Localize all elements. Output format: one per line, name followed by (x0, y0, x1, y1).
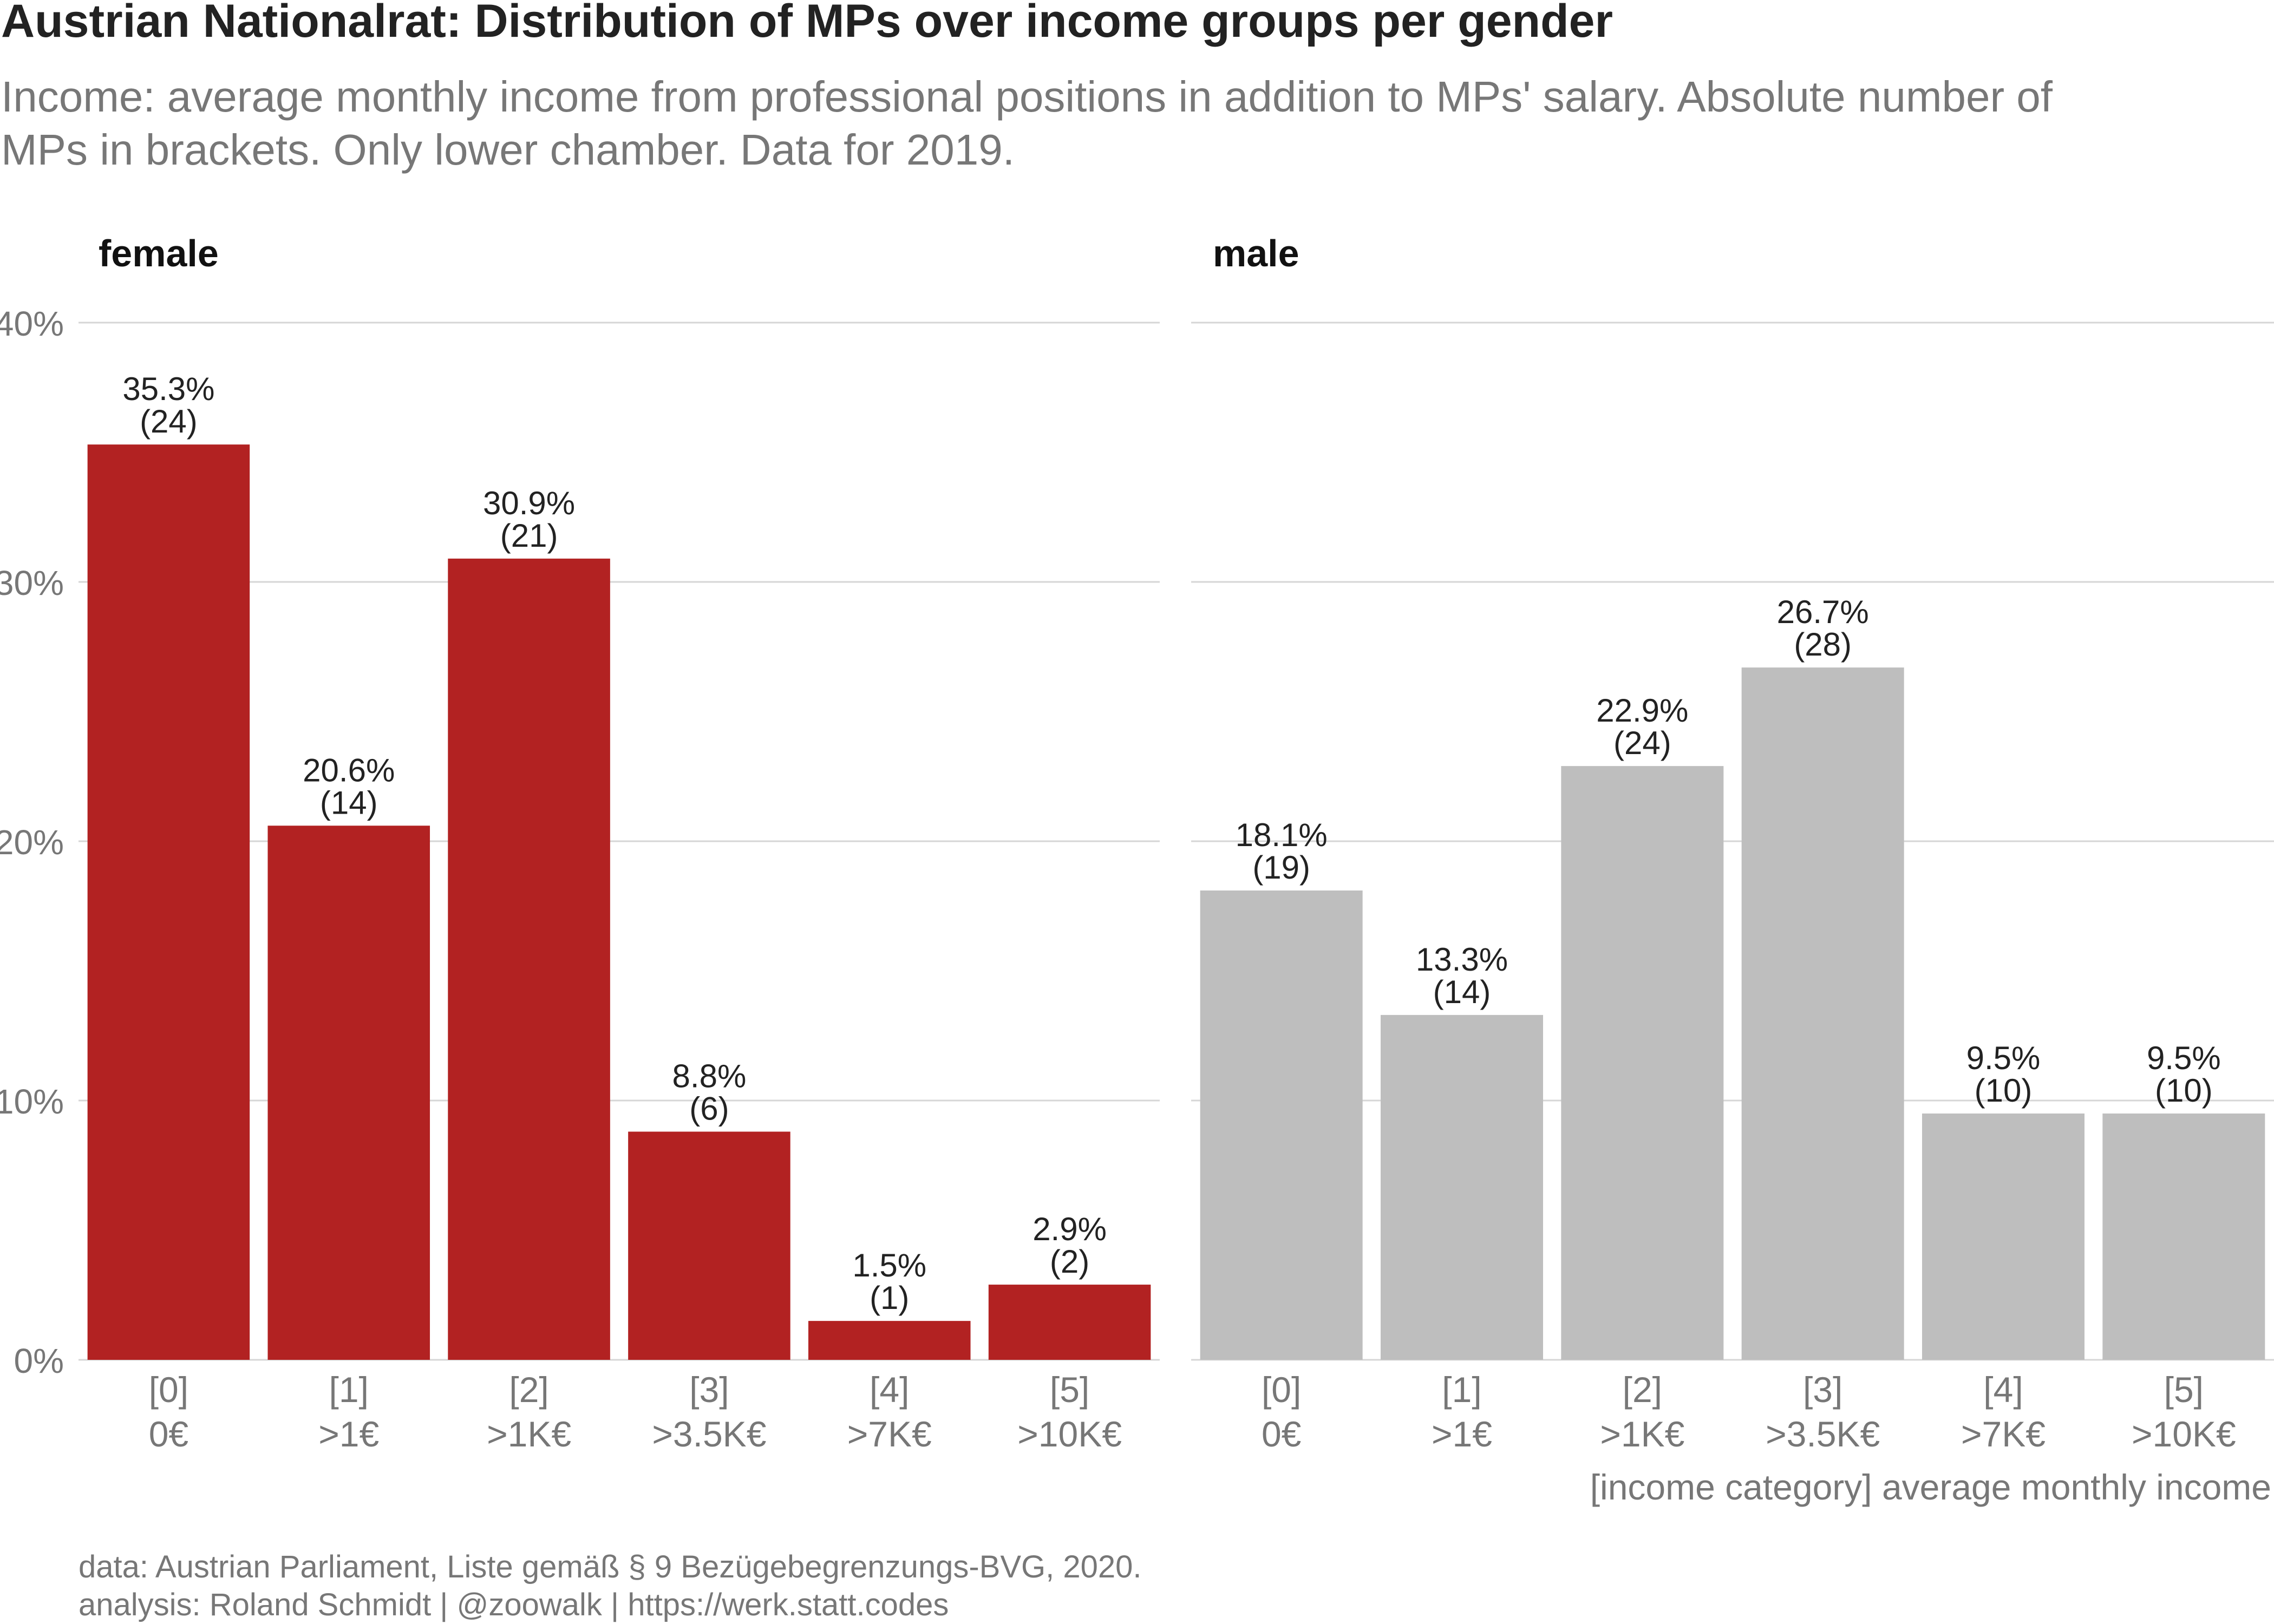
facet-label-male: male (1213, 232, 1299, 274)
bar-female-2 (448, 558, 610, 1360)
bar-male-2 (1561, 766, 1724, 1360)
bar-male-1 (1381, 1014, 1543, 1360)
x-tick-code: [0] (1262, 1370, 1301, 1410)
x-tick-label: >7K€ (847, 1414, 932, 1454)
y-tick-label: 40% (0, 304, 64, 343)
x-tick-code: [2] (509, 1370, 548, 1410)
bar-count-label: (2) (1050, 1243, 1089, 1280)
x-tick-code: [4] (1983, 1370, 2023, 1410)
bar-value-label: 2.9% (1033, 1211, 1107, 1247)
x-tick-label: >3.5K€ (652, 1414, 766, 1454)
bar-value-label: 35.3% (122, 371, 214, 407)
bar-count-label: (24) (140, 403, 198, 440)
chart-subtitle-line-1: Income: average monthly income from prof… (1, 73, 2053, 121)
x-tick-code: [5] (1050, 1370, 1089, 1410)
x-tick-code: [5] (2164, 1370, 2204, 1410)
bar-value-label: 18.1% (1236, 817, 1328, 853)
facet-label-female: female (99, 232, 219, 274)
x-tick-label: 0€ (1262, 1414, 1301, 1454)
y-tick-label: 30% (0, 564, 64, 603)
bar-female-3 (628, 1131, 790, 1360)
x-tick-label: >3.5K€ (1766, 1414, 1880, 1454)
bar-count-label: (14) (320, 784, 378, 821)
bar-male-3 (1741, 667, 1904, 1360)
bar-male-4 (1922, 1113, 2084, 1360)
bar-count-label: (10) (2155, 1072, 2213, 1109)
bar-count-label: (1) (870, 1280, 909, 1316)
bar-female-4 (808, 1321, 971, 1360)
y-tick-label: 20% (0, 823, 64, 862)
y-tick-label: 10% (0, 1082, 64, 1121)
bar-value-label: 20.6% (303, 752, 395, 788)
x-tick-label: >1K€ (487, 1414, 571, 1454)
bar-value-label: 9.5% (1966, 1040, 2041, 1076)
bar-count-label: (14) (1433, 974, 1491, 1010)
x-tick-code: [2] (1623, 1370, 1662, 1410)
x-tick-code: [3] (689, 1370, 729, 1410)
bar-male-0 (1200, 890, 1363, 1360)
bar-value-label: 1.5% (852, 1247, 926, 1284)
bar-value-label: 22.9% (1596, 692, 1688, 729)
x-tick-label: >7K€ (1961, 1414, 2046, 1454)
bar-count-label: (28) (1794, 626, 1852, 663)
bar-count-label: (21) (500, 518, 558, 554)
bar-value-label: 13.3% (1416, 941, 1508, 978)
x-tick-label: >1€ (1432, 1414, 1492, 1454)
x-tick-code: [3] (1803, 1370, 1842, 1410)
bar-female-1 (267, 826, 430, 1360)
x-tick-code: [1] (1442, 1370, 1481, 1410)
chart-subtitle-line-2: MPs in brackets. Only lower chamber. Dat… (1, 126, 1015, 174)
x-axis-title: [income category] average monthly income (1590, 1467, 2271, 1507)
chart-title: Austrian Nationalrat: Distribution of MP… (1, 0, 1613, 47)
x-tick-label: >10K€ (2132, 1414, 2236, 1454)
x-tick-code: [0] (149, 1370, 188, 1410)
bar-count-label: (24) (1613, 725, 1671, 761)
bar-male-5 (2102, 1113, 2265, 1360)
x-tick-code: [1] (329, 1370, 369, 1410)
caption-line-2: analysis: Roland Schmidt | @zoowalk | ht… (79, 1587, 949, 1622)
x-tick-code: [4] (870, 1370, 909, 1410)
bar-female-5 (988, 1285, 1151, 1360)
plot-area: 0%10%20%30%40%female35.3%(24)[0]0€20.6%(… (0, 232, 2274, 1454)
bar-count-label: (10) (1975, 1072, 2033, 1109)
x-tick-label: >1€ (318, 1414, 379, 1454)
bar-value-label: 26.7% (1777, 594, 1869, 630)
x-tick-label: >1K€ (1600, 1414, 1684, 1454)
y-tick-label: 0% (14, 1341, 64, 1380)
bar-female-0 (87, 444, 250, 1360)
bar-value-label: 8.8% (672, 1058, 747, 1094)
bar-count-label: (19) (1252, 849, 1310, 886)
bar-count-label: (6) (689, 1090, 729, 1127)
bar-value-label: 30.9% (483, 485, 575, 521)
bar-value-label: 9.5% (2147, 1040, 2221, 1076)
x-tick-label: >10K€ (1017, 1414, 1122, 1454)
caption-line-1: data: Austrian Parliament, Liste gemäß §… (79, 1549, 1142, 1584)
x-tick-label: 0€ (149, 1414, 188, 1454)
